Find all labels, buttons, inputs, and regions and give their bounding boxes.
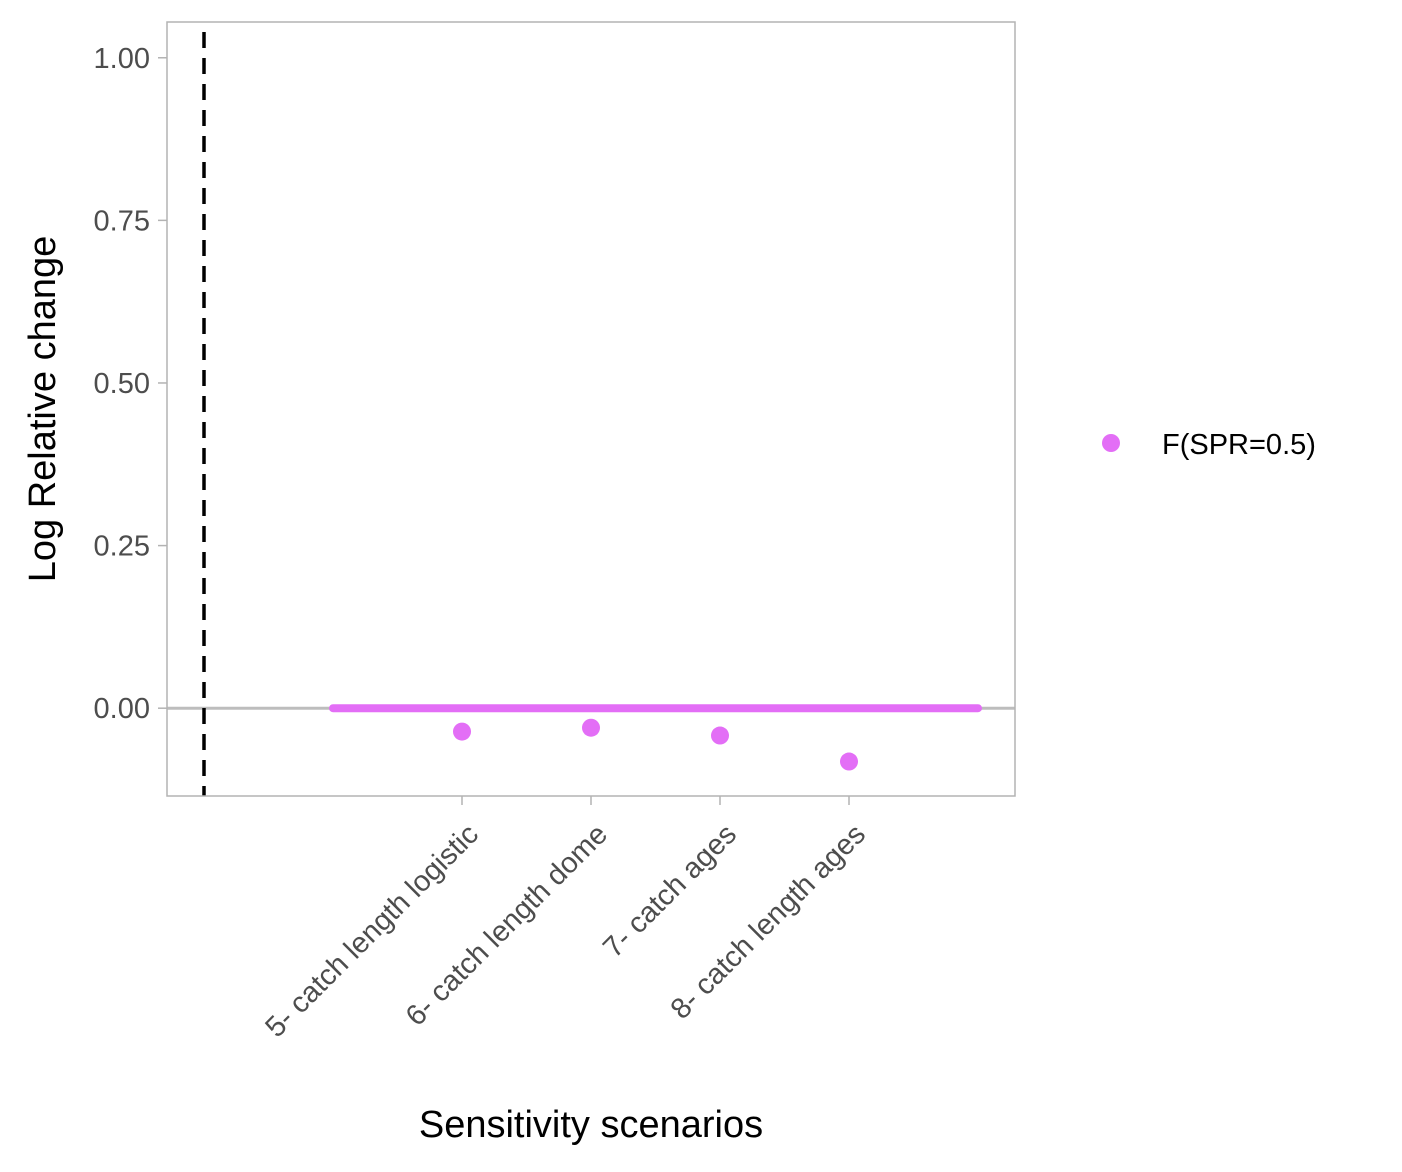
y-tick-label: 0.25 (94, 531, 150, 563)
x-axis-title: Sensitivity scenarios (419, 1104, 763, 1146)
y-tick-label: 1.00 (94, 43, 150, 75)
legend: F(SPR=0.5) (1102, 429, 1316, 461)
y-tick-label: 0.00 (94, 693, 150, 725)
legend-label: F(SPR=0.5) (1162, 429, 1316, 461)
y-tick-label: 0.50 (94, 368, 150, 400)
y-tick-label: 0.75 (94, 205, 150, 237)
data-point (840, 752, 858, 771)
data-point (582, 718, 600, 737)
panel-border (166, 21, 1016, 797)
legend-marker (1102, 434, 1120, 452)
data-point (711, 726, 729, 745)
y-axis-title: Log Relative change (22, 236, 64, 582)
data-point (453, 722, 471, 741)
